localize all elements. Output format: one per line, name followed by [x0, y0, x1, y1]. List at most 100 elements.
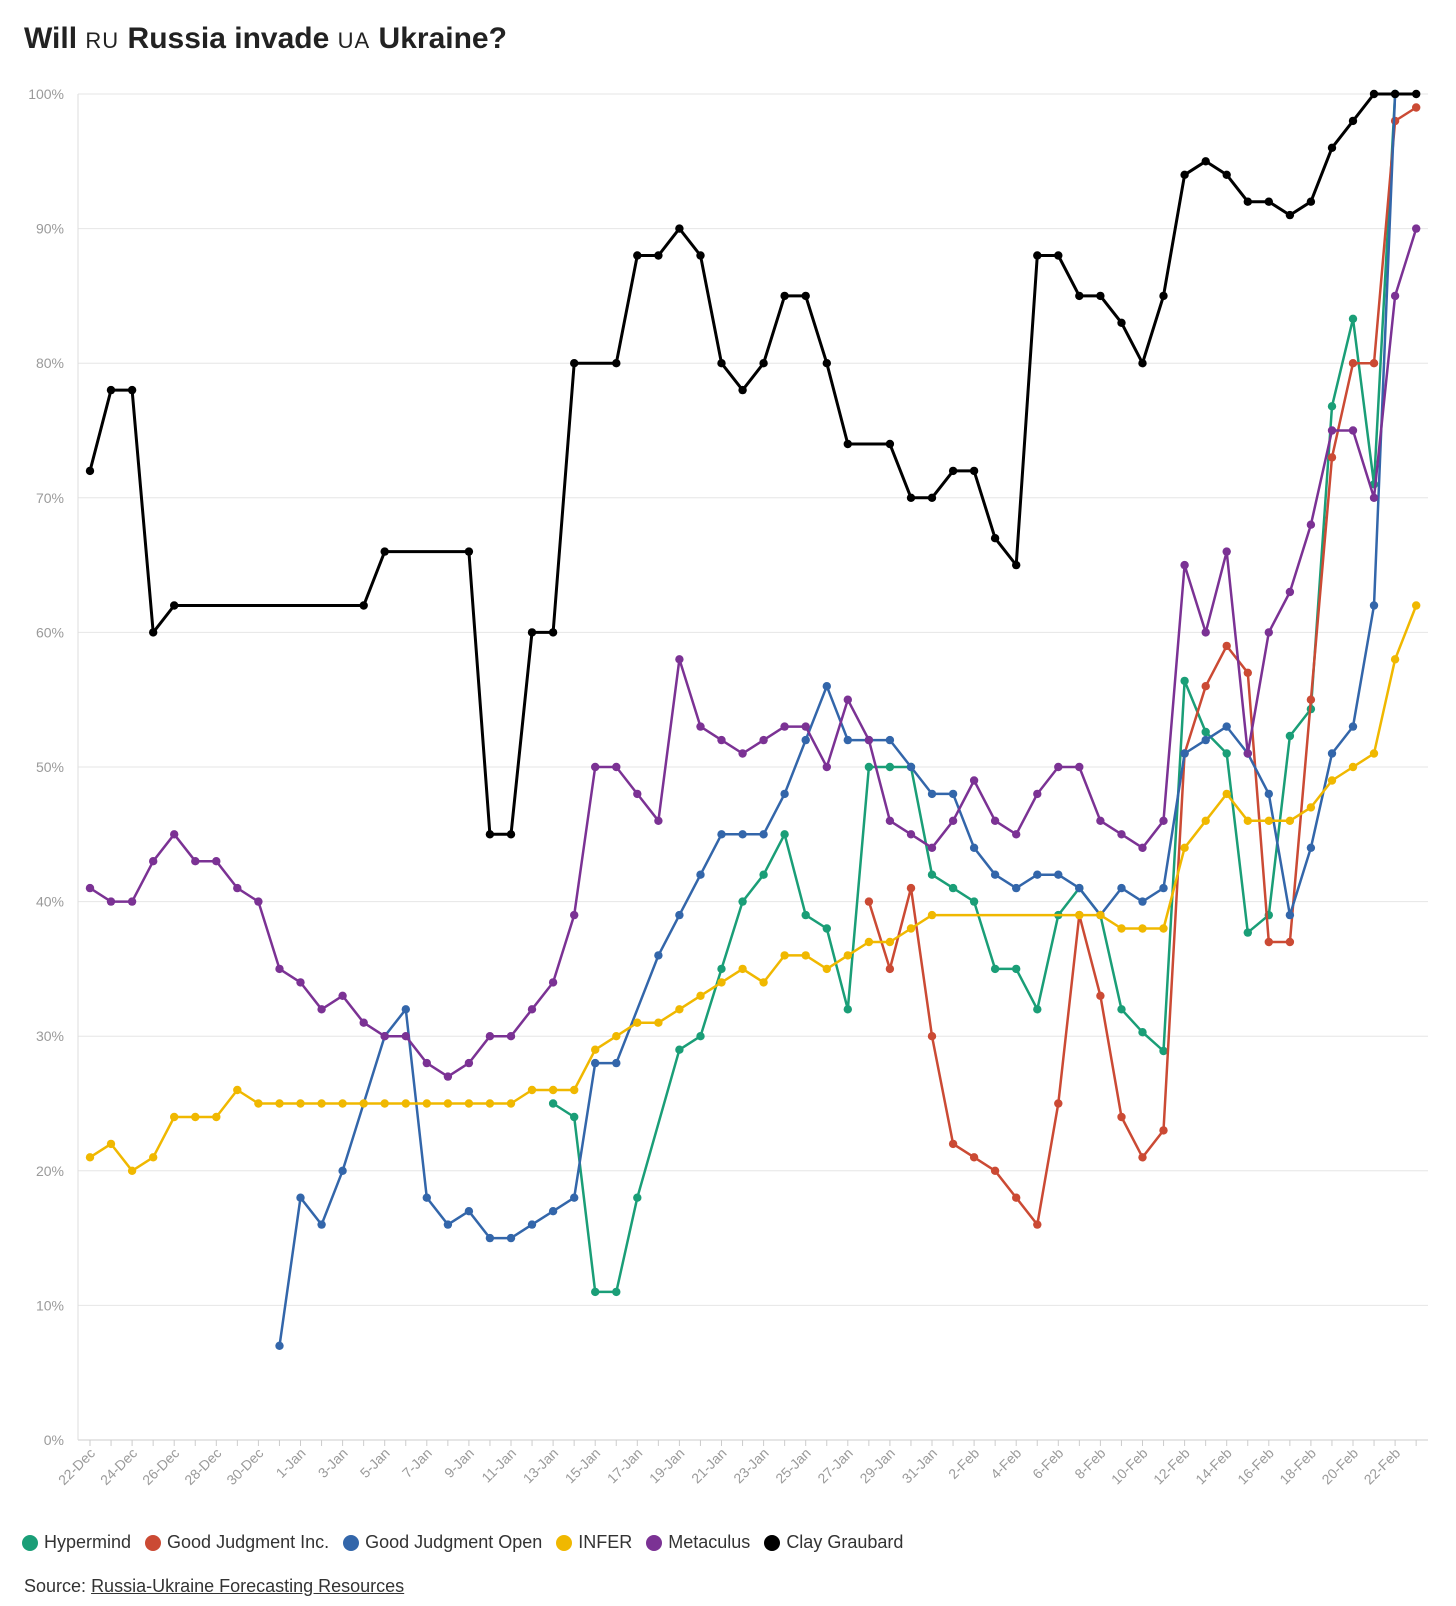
legend-dot-icon — [22, 1534, 38, 1551]
data-point — [612, 1032, 621, 1041]
data-point — [296, 1099, 305, 1108]
data-point — [633, 1193, 642, 1202]
data-point — [843, 1005, 852, 1014]
data-point — [1054, 870, 1063, 879]
data-point — [106, 385, 116, 395]
data-point — [485, 830, 495, 839]
data-point — [1285, 731, 1295, 741]
data-point — [1348, 116, 1358, 126]
data-point — [380, 547, 389, 556]
data-point — [633, 789, 642, 799]
data-point — [843, 951, 852, 960]
data-point — [1180, 843, 1189, 852]
data-point — [801, 910, 810, 920]
data-point — [1390, 291, 1400, 301]
series-metaculus — [85, 224, 1421, 1081]
data-point — [254, 897, 263, 906]
data-point — [1012, 830, 1021, 839]
data-point — [1054, 762, 1063, 772]
data-point — [1222, 547, 1231, 556]
y-tick-label: 60% — [36, 624, 64, 640]
data-point — [149, 628, 158, 637]
data-point — [1138, 1153, 1147, 1162]
data-point — [843, 439, 852, 449]
title-prefix: Will — [24, 22, 78, 55]
legend-label: Good Judgment Inc. — [167, 1532, 330, 1552]
data-point — [1264, 789, 1274, 799]
data-point — [780, 951, 789, 960]
x-tick-label: 13-Jan — [520, 1445, 562, 1487]
data-point — [464, 1099, 474, 1108]
y-tick-label: 20% — [36, 1163, 64, 1179]
data-point — [233, 883, 242, 893]
data-point — [822, 682, 831, 691]
source-link[interactable]: Russia-Ukraine Forecasting Resources — [91, 1576, 405, 1596]
data-point — [443, 1072, 453, 1081]
x-tick-label: 1-Jan — [273, 1445, 309, 1481]
data-point — [948, 816, 958, 825]
data-point — [885, 964, 895, 974]
data-point — [759, 359, 768, 368]
data-point — [1306, 695, 1316, 704]
data-point — [759, 735, 768, 745]
chart-title: Will RU Russia invade UA Ukraine? — [24, 22, 507, 56]
data-point — [1412, 89, 1421, 99]
data-point — [1033, 1220, 1042, 1229]
data-point — [1264, 197, 1274, 206]
data-point — [969, 776, 979, 785]
data-point — [717, 964, 726, 974]
data-point — [591, 1287, 600, 1297]
data-point — [1117, 1005, 1126, 1014]
data-point — [1348, 762, 1358, 772]
x-tick-label: 27-Jan — [814, 1445, 856, 1487]
data-point — [990, 816, 1000, 825]
data-point — [548, 1207, 558, 1216]
data-point — [106, 897, 116, 906]
data-point — [380, 1032, 389, 1041]
data-point — [612, 1287, 621, 1297]
series-line — [867, 106, 1418, 1226]
data-point — [717, 830, 726, 839]
data-point — [1159, 1126, 1168, 1135]
data-point — [969, 466, 979, 476]
data-point — [948, 466, 958, 476]
data-point — [548, 1099, 558, 1108]
data-point — [1222, 722, 1231, 731]
data-point — [1138, 897, 1147, 906]
x-tick-label: 5-Jan — [357, 1445, 393, 1481]
y-tick-label: 80% — [36, 355, 64, 371]
x-tick-label: 4-Feb — [987, 1445, 1024, 1482]
data-point — [1222, 749, 1231, 758]
legend-dot-icon — [646, 1534, 663, 1551]
data-point — [1117, 924, 1126, 933]
data-point — [948, 789, 958, 799]
data-point — [1243, 816, 1253, 825]
legend-label: INFER — [578, 1532, 633, 1552]
data-point — [675, 1005, 684, 1014]
data-point — [969, 843, 979, 852]
data-point — [527, 1220, 537, 1229]
legend-dot-icon — [556, 1534, 573, 1551]
data-point — [1369, 493, 1379, 502]
data-point — [1180, 676, 1189, 686]
data-point — [1369, 749, 1379, 758]
data-point — [906, 830, 916, 839]
x-tick-label: 8-Feb — [1071, 1445, 1108, 1482]
data-point — [738, 964, 747, 974]
legend-dot-icon — [145, 1534, 162, 1551]
series-line — [278, 92, 1397, 1348]
data-point — [1096, 291, 1105, 301]
data-point — [801, 722, 810, 731]
data-point — [969, 897, 979, 906]
data-point — [1348, 722, 1358, 731]
data-point — [822, 964, 831, 974]
ru-flag-icon: RU — [85, 28, 120, 53]
data-point — [570, 1193, 579, 1202]
data-point — [927, 1032, 937, 1041]
series-hypermind — [548, 89, 1400, 1297]
data-point — [612, 1058, 621, 1068]
data-point — [127, 897, 137, 906]
data-point — [1159, 1046, 1168, 1056]
data-point — [906, 883, 916, 893]
